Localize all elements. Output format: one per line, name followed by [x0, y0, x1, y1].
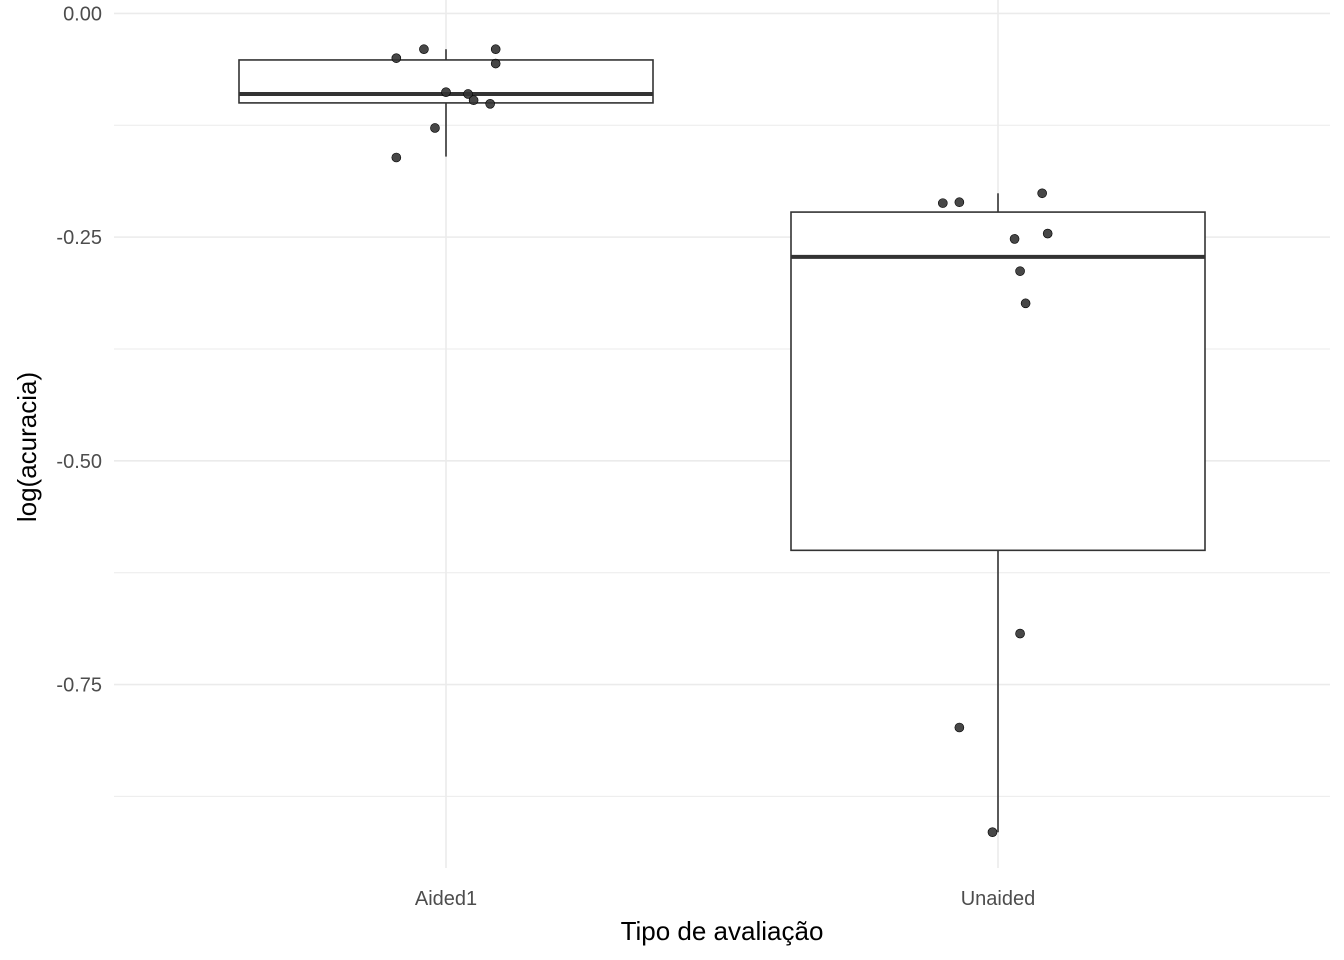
data-point	[1015, 266, 1025, 276]
data-point	[430, 123, 440, 133]
data-point	[954, 197, 965, 208]
data-point	[419, 44, 429, 55]
data-point	[1037, 188, 1047, 199]
data-point	[490, 44, 501, 55]
data-point	[987, 827, 998, 838]
box-unaided	[790, 193, 1206, 833]
x-axis-title: Tipo de avaliação	[621, 916, 824, 946]
data-point	[1015, 628, 1025, 639]
x-tick-label: Aided1	[415, 888, 477, 910]
data-point	[1020, 298, 1031, 309]
data-point	[937, 198, 948, 208]
data-point	[1042, 228, 1053, 239]
data-point	[463, 89, 473, 99]
y-tick-labels: 0.00 -0.25 -0.50 -0.75	[56, 3, 102, 696]
data-point	[441, 87, 451, 97]
data-point	[954, 722, 965, 733]
box-iqr	[790, 211, 1206, 552]
y-tick-label: -0.75	[56, 675, 102, 697]
x-tick-label: Unaided	[961, 888, 1036, 910]
data-point	[391, 53, 402, 63]
y-tick-label: -0.50	[56, 451, 102, 473]
y-axis-title: log(acuracia)	[12, 372, 42, 522]
data-point	[468, 95, 479, 106]
data-point	[391, 152, 402, 163]
x-tick-labels: Aided1 Unaided	[415, 888, 1035, 910]
jitter-points	[391, 44, 1053, 838]
data-point	[1009, 234, 1020, 244]
data-point	[490, 58, 501, 69]
y-tick-label: 0.00	[63, 3, 102, 25]
box-aided1	[238, 49, 654, 157]
y-tick-label: -0.25	[56, 227, 102, 249]
boxes	[238, 49, 1206, 833]
data-point	[485, 99, 495, 109]
